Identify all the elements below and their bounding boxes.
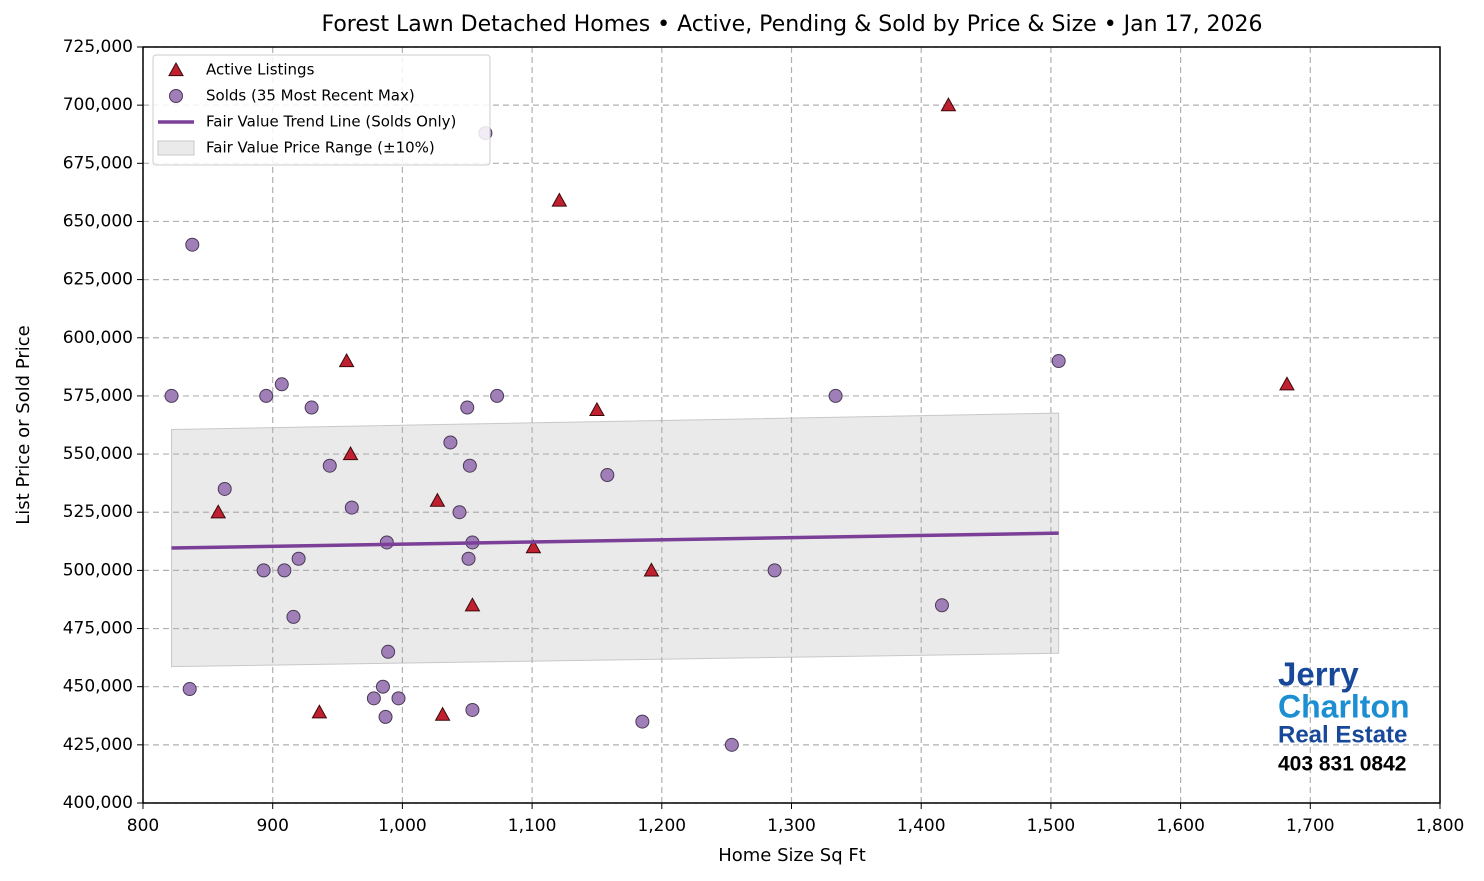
y-tick-label: 475,000	[63, 619, 133, 639]
trend-line	[171, 531, 1059, 550]
legend-marker	[169, 89, 183, 103]
point	[635, 714, 650, 729]
logo-text: 403 831 0842	[1278, 753, 1406, 776]
point	[291, 551, 306, 566]
point	[210, 504, 227, 519]
x-tick-label: 1,000	[378, 816, 427, 836]
legend-label: Active Listings	[206, 61, 315, 79]
legend-marker	[168, 61, 184, 77]
y-tick-label: 400,000	[63, 793, 133, 813]
point	[464, 597, 481, 612]
point	[1279, 376, 1295, 391]
logo-text: Real Estate	[1278, 721, 1407, 748]
mark-layer	[164, 97, 1295, 752]
legend: Active Listings Solds (35 Most Recent Max…	[152, 54, 491, 166]
point	[1051, 354, 1066, 369]
point	[164, 388, 179, 403]
point	[322, 458, 337, 473]
point	[182, 682, 197, 697]
point	[460, 400, 475, 415]
plot-frame	[142, 46, 1441, 804]
point	[462, 458, 477, 473]
point	[379, 535, 394, 550]
point	[185, 237, 200, 252]
x-tick-label: 1,500	[1027, 816, 1076, 836]
y-tick-label: 600,000	[63, 328, 133, 348]
point	[767, 563, 782, 578]
logo-text: Charlton	[1278, 688, 1410, 724]
y-tick-label: 450,000	[63, 677, 133, 697]
point	[304, 400, 319, 415]
legend-label: Solds (35 Most Recent Max)	[206, 87, 415, 105]
x-tick-label: 1,600	[1156, 816, 1205, 836]
logo: Jerry Charlton Real Estate 403 831 0842	[1278, 656, 1410, 776]
y-tick-label: 650,000	[63, 211, 133, 231]
point	[490, 388, 505, 403]
x-tick-label: 1,800	[1416, 816, 1465, 836]
point	[375, 679, 390, 694]
point	[259, 388, 274, 403]
point	[934, 598, 949, 613]
x-tick-label: 800	[127, 816, 159, 836]
point	[589, 401, 605, 416]
point	[366, 691, 381, 706]
point	[381, 644, 396, 659]
point	[643, 562, 660, 577]
y-tick-label: 625,000	[63, 270, 133, 290]
point	[391, 691, 406, 706]
point	[274, 377, 289, 392]
y-axis-label: List Price or Sold Price	[13, 325, 34, 524]
point	[378, 709, 393, 724]
y-tick-label: 425,000	[63, 735, 133, 755]
point	[940, 97, 957, 112]
point	[452, 505, 467, 520]
point	[465, 702, 480, 717]
y-tick-label: 525,000	[63, 502, 133, 522]
y-tick-label: 700,000	[63, 95, 133, 115]
y-tick-label: 500,000	[63, 560, 133, 580]
point	[434, 706, 451, 721]
point	[600, 468, 615, 483]
point	[724, 737, 739, 752]
x-tick-label: 1,300	[767, 816, 816, 836]
y-tick-label: 675,000	[63, 153, 133, 173]
point	[286, 609, 301, 624]
point	[217, 481, 232, 496]
x-tick-label: 1,700	[1286, 816, 1335, 836]
point	[429, 492, 446, 507]
point	[551, 192, 568, 207]
legend-marker	[157, 140, 195, 156]
chart-title: Forest Lawn Detached Homes • Active, Pen…	[321, 12, 1262, 37]
point	[311, 704, 328, 719]
x-tick-label: 900	[256, 816, 288, 836]
x-axis-label: Home Size Sq Ft	[718, 845, 866, 866]
x-tick-label: 1,400	[897, 816, 946, 836]
point	[828, 388, 843, 403]
point	[338, 353, 355, 368]
point	[461, 551, 476, 566]
x-tick-label: 1,100	[508, 816, 557, 836]
point	[277, 563, 292, 578]
logo-text: Jerry	[1278, 656, 1359, 693]
point	[344, 500, 359, 515]
legend-label: Fair Value Trend Line (Solds Only)	[206, 113, 456, 131]
grid-layer: 800 900 1,000 1,100 1,200 1,300 1,400 1,500 1,60…	[63, 37, 1465, 836]
legend-label: Fair Value Price Range (±10%)	[206, 139, 435, 157]
y-tick-label: 575,000	[63, 386, 133, 406]
point	[342, 446, 359, 461]
point	[256, 563, 271, 578]
y-tick-label: 725,000	[63, 37, 133, 57]
x-tick-label: 1,200	[637, 816, 686, 836]
y-tick-label: 550,000	[63, 444, 133, 464]
point	[525, 539, 542, 554]
point	[443, 435, 458, 450]
legend-box	[152, 54, 491, 166]
